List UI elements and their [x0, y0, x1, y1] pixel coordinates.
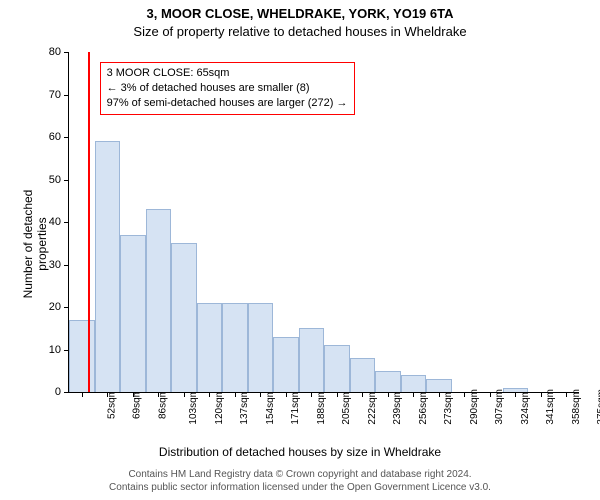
xtick-mark: [158, 392, 159, 397]
title-subtitle: Size of property relative to detached ho…: [0, 24, 600, 39]
xtick-label: 290sqm: [469, 389, 480, 425]
histogram-bar: [95, 141, 121, 392]
xtick-label: 273sqm: [443, 389, 454, 425]
xtick-mark: [286, 392, 287, 397]
xtick-mark: [541, 392, 542, 397]
footer-attribution: Contains HM Land Registry data © Crown c…: [0, 468, 600, 494]
ytick-mark: [64, 307, 69, 308]
xtick-label: 188sqm: [316, 389, 327, 425]
histogram-bar: [426, 379, 452, 392]
histogram-bar: [120, 235, 146, 392]
histogram-bar: [503, 388, 529, 392]
ytick-mark: [64, 52, 69, 53]
xtick-mark: [337, 392, 338, 397]
ytick-label: 50: [39, 174, 61, 186]
histogram-bar: [299, 328, 325, 392]
annotation-line: 3 MOOR CLOSE: 65sqm: [107, 66, 348, 81]
histogram-bar: [146, 209, 172, 392]
ytick-mark: [64, 265, 69, 266]
annotation-line: ← 3% of detached houses are smaller (8): [107, 81, 348, 96]
histogram-bar: [69, 320, 95, 392]
ytick-label: 40: [39, 216, 61, 228]
ytick-mark: [64, 137, 69, 138]
xtick-label: 103sqm: [188, 389, 199, 425]
chart-container: 3, MOOR CLOSE, WHELDRAKE, YORK, YO19 6TA…: [0, 0, 600, 500]
xtick-mark: [515, 392, 516, 397]
ytick-mark: [64, 180, 69, 181]
xtick-mark: [260, 392, 261, 397]
annotation-box: 3 MOOR CLOSE: 65sqm← 3% of detached hous…: [100, 62, 355, 115]
histogram-bar: [197, 303, 223, 392]
histogram-bar: [401, 375, 427, 392]
ytick-label: 60: [39, 131, 61, 143]
xtick-mark: [209, 392, 210, 397]
histogram-bar: [350, 358, 376, 392]
histogram-bar: [222, 303, 248, 392]
ytick-label: 80: [39, 46, 61, 58]
histogram-bar: [273, 337, 299, 392]
xtick-label: 205sqm: [341, 389, 352, 425]
xtick-mark: [235, 392, 236, 397]
xtick-label: 137sqm: [239, 389, 250, 425]
xtick-mark: [184, 392, 185, 397]
ytick-mark: [64, 392, 69, 393]
xtick-label: 341sqm: [545, 389, 556, 425]
ytick-mark: [64, 222, 69, 223]
histogram-bar: [324, 345, 350, 392]
xtick-mark: [413, 392, 414, 397]
xtick-label: 120sqm: [214, 389, 225, 425]
ytick-mark: [64, 95, 69, 96]
y-axis-label: Number of detached properties: [21, 164, 49, 324]
xtick-mark: [133, 392, 134, 397]
property-marker-line: [88, 52, 90, 392]
ytick-label: 0: [39, 386, 61, 398]
xtick-label: 222sqm: [367, 389, 378, 425]
annotation-line: 97% of semi-detached houses are larger (…: [107, 96, 348, 111]
xtick-mark: [82, 392, 83, 397]
ytick-label: 30: [39, 259, 61, 271]
xtick-label: 256sqm: [418, 389, 429, 425]
histogram-bar: [375, 371, 401, 392]
xtick-mark: [388, 392, 389, 397]
xtick-label: 154sqm: [265, 389, 276, 425]
ytick-label: 10: [39, 344, 61, 356]
xtick-mark: [490, 392, 491, 397]
plot-area: 0102030405060708052sqm69sqm86sqm103sqm12…: [68, 52, 579, 393]
xtick-mark: [362, 392, 363, 397]
histogram-bar: [248, 303, 274, 392]
footer-line1: Contains HM Land Registry data © Crown c…: [128, 469, 471, 480]
xtick-mark: [311, 392, 312, 397]
xtick-mark: [566, 392, 567, 397]
xtick-mark: [439, 392, 440, 397]
footer-line2: Contains public sector information licen…: [109, 482, 491, 493]
xtick-mark: [464, 392, 465, 397]
xtick-mark: [107, 392, 108, 397]
x-axis-label: Distribution of detached houses by size …: [0, 445, 600, 459]
ytick-label: 20: [39, 301, 61, 313]
xtick-label: 171sqm: [290, 389, 301, 425]
xtick-label: 358sqm: [571, 389, 582, 425]
ytick-label: 70: [39, 89, 61, 101]
xtick-label: 307sqm: [494, 389, 505, 425]
xtick-label: 239sqm: [392, 389, 403, 425]
xtick-label: 375sqm: [596, 389, 600, 425]
xtick-label: 324sqm: [520, 389, 531, 425]
histogram-bar: [171, 243, 197, 392]
title-address: 3, MOOR CLOSE, WHELDRAKE, YORK, YO19 6TA: [0, 6, 600, 21]
